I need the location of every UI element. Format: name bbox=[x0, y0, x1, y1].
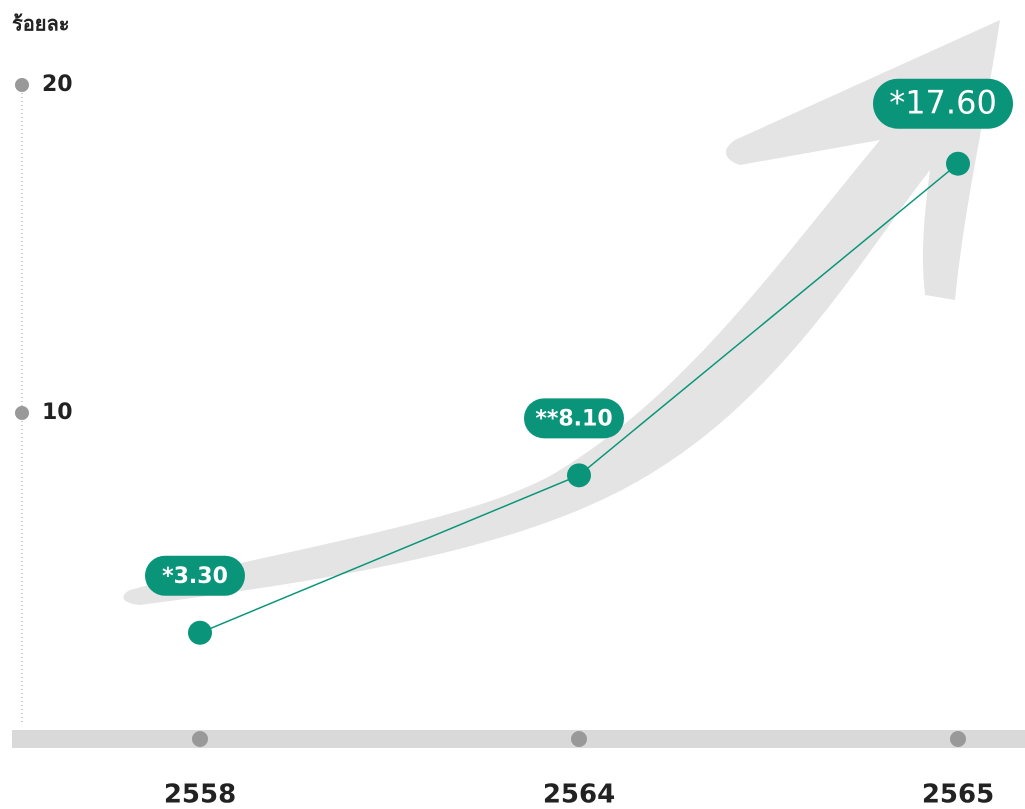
x-tick-dot bbox=[950, 731, 966, 747]
x-tick-dot bbox=[571, 731, 587, 747]
x-tick-label: 2558 bbox=[164, 780, 236, 809]
y-axis-label: ร้อยละ bbox=[12, 12, 69, 36]
y-tick-dot bbox=[15, 78, 29, 92]
y-tick-label: 10 bbox=[42, 400, 73, 425]
x-tick-label: 2564 bbox=[543, 780, 615, 809]
x-tick-dot bbox=[192, 731, 208, 747]
value-label: *17.60 bbox=[889, 84, 997, 122]
arrow-decoration bbox=[123, 20, 1000, 605]
value-label: **8.10 bbox=[535, 406, 612, 431]
value-label: *3.30 bbox=[162, 564, 228, 589]
page: ร้อยละ 10 20 2558 2564 2565 *3.30 **8.10 *17.60… bbox=[0, 0, 1025, 809]
x-axis-band bbox=[12, 730, 1025, 748]
y-tick-label: 20 bbox=[42, 72, 73, 97]
chart: ร้อยละ 10 20 2558 2564 2565 *3.30 **8.10 *17.60 bbox=[0, 0, 1025, 809]
point bbox=[188, 621, 212, 645]
y-tick-dot bbox=[15, 406, 29, 420]
x-tick-label: 2565 bbox=[922, 780, 994, 809]
point bbox=[946, 152, 970, 176]
point bbox=[567, 463, 591, 487]
